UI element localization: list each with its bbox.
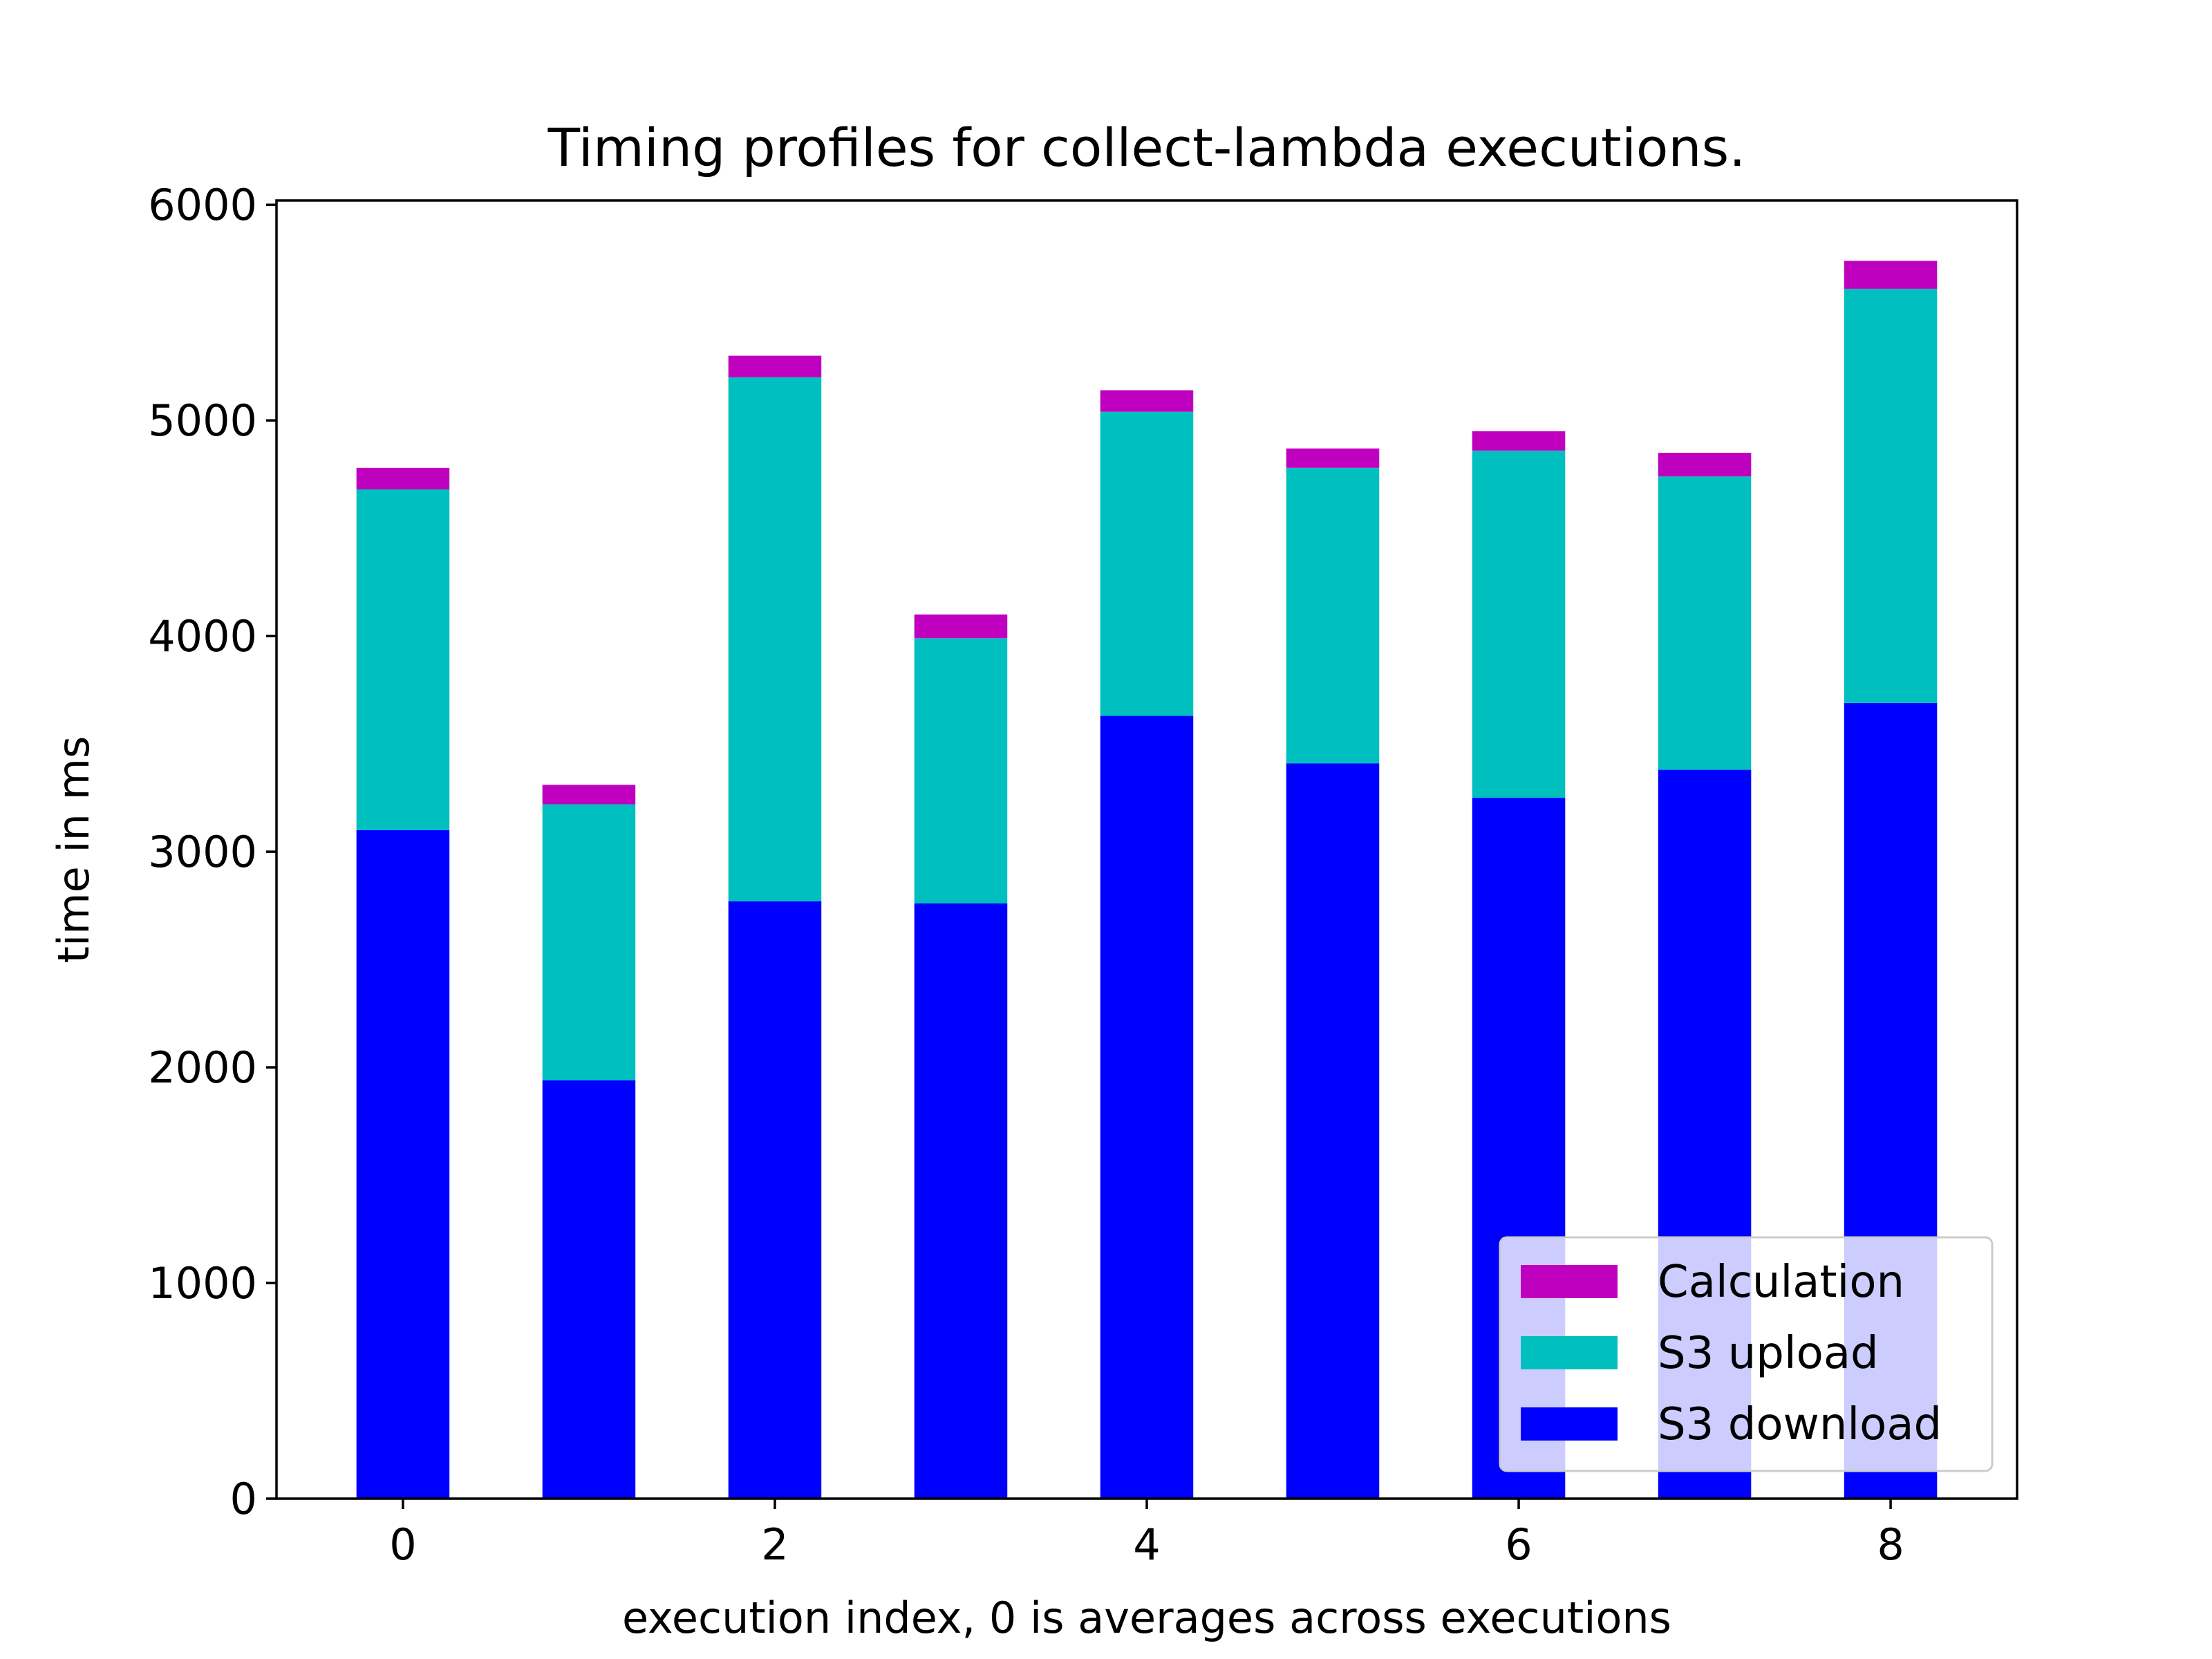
x-tick-label-0: 0 xyxy=(389,1519,416,1570)
x-axis: 0 2 4 6 8 xyxy=(389,1499,1904,1570)
legend-box xyxy=(1499,1236,1994,1472)
y-tick-label-5000: 5000 xyxy=(148,395,257,446)
bar-s3-download-3 xyxy=(914,903,1008,1499)
chart-title: Timing profiles for collect-lambda execu… xyxy=(547,117,1746,178)
bar-s3-download-4 xyxy=(1100,715,1194,1499)
x-tick-label-8: 8 xyxy=(1877,1519,1904,1570)
bar-calculation-6 xyxy=(1472,431,1566,451)
bar-s3-download-0 xyxy=(356,830,450,1499)
bar-s3-download-5 xyxy=(1286,763,1380,1499)
legend-swatch-calculation xyxy=(1521,1265,1618,1298)
y-tick-label-3000: 3000 xyxy=(148,827,257,877)
y-tick-label-4000: 4000 xyxy=(148,611,257,662)
x-axis-label: execution index, 0 is averages across ex… xyxy=(622,1593,1671,1643)
legend-label-s3-upload: S3 upload xyxy=(1658,1328,1879,1379)
bar-s3-upload-5 xyxy=(1286,467,1380,764)
y-tick-label-1000: 1000 xyxy=(148,1258,257,1309)
y-tick-label-6000: 6000 xyxy=(148,180,257,230)
bar-s3-download-1 xyxy=(542,1080,636,1499)
bar-s3-upload-0 xyxy=(356,489,450,830)
bar-s3-upload-7 xyxy=(1658,476,1752,770)
bar-s3-download-2 xyxy=(728,901,822,1499)
bar-s3-upload-4 xyxy=(1100,411,1194,716)
x-tick-label-6: 6 xyxy=(1505,1519,1532,1570)
legend-swatch-s3-download xyxy=(1521,1407,1618,1441)
legend-swatch-s3-upload xyxy=(1521,1336,1618,1369)
bar-calculation-7 xyxy=(1658,452,1752,477)
bar-calculation-2 xyxy=(728,355,822,377)
bar-s3-upload-1 xyxy=(542,804,636,1080)
bar-calculation-0 xyxy=(356,467,450,490)
x-tick-label-2: 2 xyxy=(761,1519,788,1570)
bar-s3-upload-6 xyxy=(1472,450,1566,798)
bar-calculation-3 xyxy=(914,614,1008,639)
bar-calculation-4 xyxy=(1100,390,1194,412)
y-axis-label: time in ms xyxy=(48,736,99,964)
legend-label-s3-download: S3 download xyxy=(1658,1399,1942,1450)
legend: Calculation S3 upload S3 download xyxy=(1499,1236,1994,1472)
y-axis: 0 1000 2000 3000 4000 5000 6000 xyxy=(148,180,276,1524)
y-tick-label-2000: 2000 xyxy=(148,1042,257,1093)
bar-s3-upload-2 xyxy=(728,377,822,901)
bar-calculation-5 xyxy=(1286,448,1380,468)
bar-calculation-8 xyxy=(1844,261,1938,289)
bar-s3-upload-3 xyxy=(914,638,1008,903)
bar-s3-upload-8 xyxy=(1844,288,1938,703)
legend-label-calculation: Calculation xyxy=(1658,1257,1904,1308)
x-tick-label-4: 4 xyxy=(1133,1519,1160,1570)
y-tick-label-0: 0 xyxy=(230,1474,257,1524)
bar-calculation-1 xyxy=(542,785,636,805)
